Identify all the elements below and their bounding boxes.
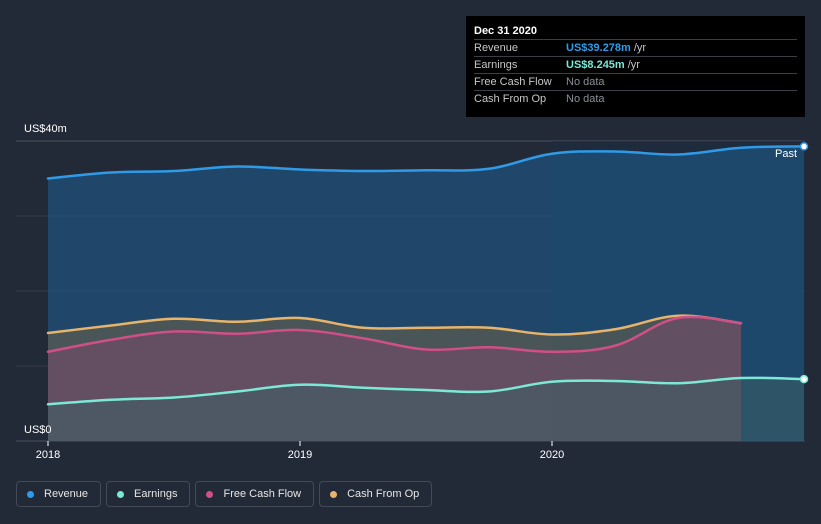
legend-item-cash-from-op[interactable]: Cash From Op <box>319 481 433 507</box>
cash-from-op-dot-icon <box>330 490 338 498</box>
tooltip-row-revenue: Revenue US$39.278m/yr <box>474 39 797 57</box>
x-tick-label: 2019 <box>288 449 312 461</box>
y-axis-bottom-label: US$0 <box>24 424 52 436</box>
tooltip-row-cash-from-op: Cash From Op No data <box>474 90 797 108</box>
tooltip-value-revenue: US$39.278m <box>566 42 631 54</box>
tooltip-value-earnings: US$8.245m <box>566 59 625 71</box>
cash-from-op-line <box>46 314 743 336</box>
legend-item-free-cash-flow[interactable]: Free Cash Flow <box>195 481 315 507</box>
axes: US$40m US$0 Past <box>24 123 797 436</box>
legend-item-revenue[interactable]: Revenue <box>16 481 102 507</box>
tooltip-row-earnings: Earnings US$8.245m/yr <box>474 56 797 74</box>
revenue-dot-icon <box>27 490 34 498</box>
earnings-end-marker <box>799 374 809 384</box>
revenue-line <box>46 145 806 180</box>
legend-label-revenue: Revenue <box>44 488 89 500</box>
legend: Revenue Earnings Free Cash Flow Cash Fro… <box>16 481 437 507</box>
free-cash-flow-dot-icon <box>206 490 214 498</box>
earnings-area <box>48 377 804 441</box>
tooltip-date: Dec 31 2020 <box>474 25 537 37</box>
tooltip-label-revenue: Revenue <box>474 42 519 54</box>
tooltip: Dec 31 2020 Revenue US$39.278m/yr Earnin… <box>466 16 805 117</box>
earnings-line <box>46 376 806 406</box>
tooltip-value-cash-from-op: No data <box>566 93 605 105</box>
x-tick-label: 2020 <box>540 449 564 461</box>
earnings-dot-icon <box>117 490 125 498</box>
x-tick-label: 2018 <box>36 449 60 461</box>
free-cash-flow-line <box>46 315 743 354</box>
tooltip-label-free-cash-flow: Free Cash Flow <box>474 76 552 88</box>
tooltip-label-cash-from-op: Cash From Op <box>474 93 547 105</box>
tooltip-label-earnings: Earnings <box>474 59 518 71</box>
x-axis-ticks: 2018 2019 2020 <box>36 441 564 461</box>
tooltip-unit-earnings: /yr <box>627 59 640 71</box>
legend-label-cash-from-op: Cash From Op <box>347 488 420 500</box>
legend-label-earnings: Earnings <box>134 488 178 500</box>
legend-item-earnings[interactable]: Earnings <box>106 481 191 507</box>
past-label: Past <box>775 148 797 160</box>
tooltip-unit-revenue: /yr <box>633 42 647 54</box>
series-lines <box>46 145 806 406</box>
end-markers <box>799 142 809 384</box>
series-areas <box>48 146 804 442</box>
legend-label-free-cash-flow: Free Cash Flow <box>223 488 302 500</box>
tooltip-value-free-cash-flow: No data <box>566 76 605 88</box>
tooltip-row-free-cash-flow: Free Cash Flow No data <box>474 73 797 91</box>
revenue-end-marker <box>799 142 809 151</box>
y-axis-top-label: US$40m <box>24 123 67 135</box>
